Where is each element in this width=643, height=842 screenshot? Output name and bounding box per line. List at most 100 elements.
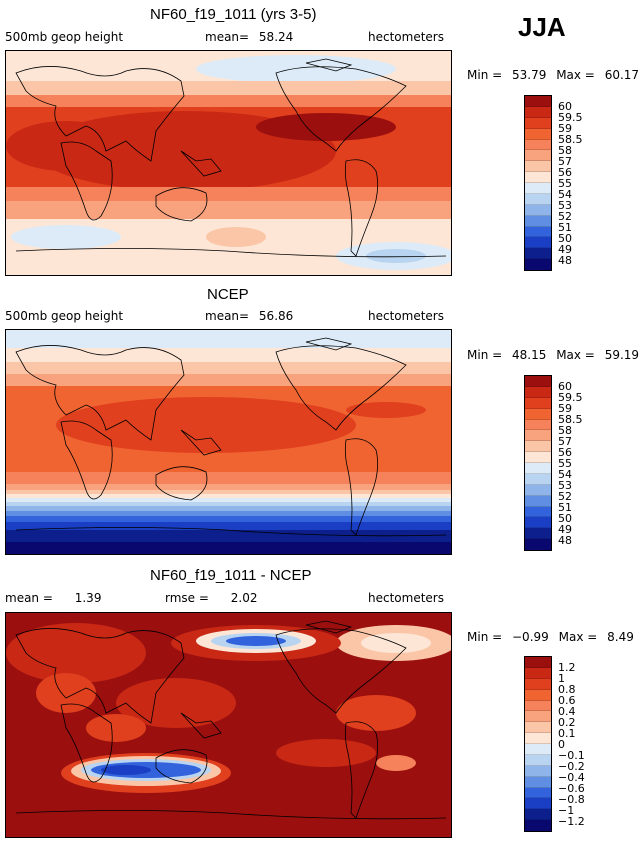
panel-2-contour-field	[6, 330, 451, 554]
colorbar-swatch	[525, 441, 551, 453]
colorbar-swatch	[525, 820, 551, 831]
colorbar-tick-label: 52	[558, 489, 572, 503]
panel-1-title: NF60_f19_1011 (yrs 3-5)	[150, 6, 317, 23]
colorbar-swatch	[525, 204, 551, 216]
colorbar-swatch	[525, 473, 551, 485]
colorbar-tick-label: 58.5	[558, 412, 583, 426]
colorbar-tick-label: 56	[558, 445, 572, 459]
colorbar-tick-label: 52	[558, 209, 572, 223]
panel-3-min-label: Min =	[467, 630, 503, 644]
panel-2-title: NCEP	[207, 286, 249, 303]
colorbar-swatch	[525, 96, 551, 107]
colorbar-swatch	[525, 484, 551, 496]
panel-1-min-value: 53.79	[512, 68, 547, 82]
colorbar-swatch	[525, 408, 551, 420]
panel-2-max-label: Max =	[556, 348, 595, 362]
season-label: JJA	[518, 12, 566, 42]
colorbar-swatch	[525, 657, 551, 668]
colorbar-tick-label: 0.2	[558, 715, 576, 729]
colorbar-swatch	[525, 517, 551, 529]
colorbar-tick-label: 48	[558, 253, 572, 267]
colorbar-tick-label: 49	[558, 522, 572, 536]
colorbar-tick-label: 54	[558, 467, 572, 481]
colorbar-tick-label: 55	[558, 176, 572, 190]
colorbar-tick-label: −0.6	[558, 781, 585, 795]
colorbar-swatch	[525, 452, 551, 463]
panel-3-max-label: Max =	[558, 630, 598, 644]
panel-2-mean-value: 56.86	[258, 309, 294, 323]
colorbar-tick-label: 0.1	[558, 726, 576, 740]
panel-2-min-label: Min =	[467, 348, 503, 362]
colorbar-swatch	[525, 419, 551, 431]
colorbar-tick-label: 50	[558, 511, 572, 525]
colorbar-swatch	[525, 150, 551, 162]
colorbar-tick-label: 0.6	[558, 693, 576, 707]
colorbar-swatch	[525, 744, 551, 755]
colorbar-swatch	[525, 172, 551, 183]
panel-2-units: hectometers	[368, 309, 444, 323]
panel-1-units: hectometers	[368, 30, 444, 44]
colorbar-swatch	[525, 193, 551, 205]
colorbar-swatch	[525, 463, 551, 474]
colorbar-swatch	[525, 506, 551, 518]
colorbar-swatch	[525, 397, 551, 409]
colorbar-tick-label: −1.2	[558, 814, 585, 828]
colorbar-tick-label: 53	[558, 198, 572, 212]
colorbar-swatch	[525, 754, 551, 766]
panel-3-contour-field	[6, 613, 451, 837]
colorbar-swatch	[525, 798, 551, 810]
colorbar-swatch	[525, 259, 551, 270]
panel-2-map	[5, 329, 452, 555]
colorbar-tick-label: −1	[558, 803, 575, 817]
colorbar-tick-label: −0.2	[558, 759, 585, 773]
colorbar-tick-label: 60	[558, 379, 572, 393]
panel-1-map	[5, 50, 452, 276]
colorbar-tick-label: 0.4	[558, 704, 576, 718]
panel-3-map	[5, 612, 452, 838]
colorbar-tick-label: 51	[558, 220, 572, 234]
colorbar-swatch	[525, 667, 551, 679]
colorbar-tick-label: 53	[558, 478, 572, 492]
colorbar-tick-label: 48	[558, 533, 572, 547]
panel-1-coastlines	[15, 58, 447, 258]
panel-1-min-label: Min =	[467, 68, 503, 82]
panel-1-max-value: 60.17	[604, 68, 640, 82]
colorbar-swatch	[525, 711, 551, 723]
panel-1-colorbar	[524, 95, 552, 271]
panel-3-colorbar	[524, 656, 552, 832]
colorbar-swatch	[525, 776, 551, 788]
colorbar-tick-label: 60	[558, 99, 572, 113]
colorbar-tick-label: 0	[558, 737, 565, 751]
colorbar-tick-label: 57	[558, 434, 572, 448]
colorbar-swatch	[525, 386, 551, 398]
colorbar-tick-label: 59	[558, 401, 572, 415]
colorbar-swatch	[525, 226, 551, 238]
panel-2-coastlines	[15, 337, 447, 537]
colorbar-tick-label: 59.5	[558, 110, 583, 124]
colorbar-swatch	[525, 139, 551, 151]
colorbar-swatch	[525, 128, 551, 140]
panel-2-mean-label: mean=	[205, 309, 250, 323]
colorbar-swatch	[525, 678, 551, 690]
colorbar-swatch	[525, 183, 551, 194]
colorbar-tick-label: 59.5	[558, 390, 583, 404]
panel-1-contour-field	[6, 51, 451, 275]
colorbar-tick-label: 49	[558, 242, 572, 256]
panel-3-title: NF60_f19_1011 - NCEP	[150, 567, 312, 584]
panel-2-min-value: 48.15	[512, 348, 547, 362]
colorbar-swatch	[525, 787, 551, 799]
panel-3-mean-label: mean =	[5, 591, 53, 605]
panel-3-min-value: −0.99	[512, 630, 549, 644]
colorbar-tick-label: 58	[558, 143, 572, 157]
panel-3-coastlines	[15, 620, 447, 820]
colorbar-tick-label: 57	[558, 154, 572, 168]
colorbar-tick-label: 1.2	[558, 660, 576, 674]
colorbar-tick-label: 1	[558, 671, 565, 685]
colorbar-tick-label: 58	[558, 423, 572, 437]
colorbar-swatch	[525, 809, 551, 821]
colorbar-swatch	[525, 722, 551, 734]
colorbar-swatch	[525, 689, 551, 701]
colorbar-swatch	[525, 117, 551, 129]
colorbar-tick-label: 59	[558, 121, 572, 135]
panel-2-max-value: 59.19	[604, 348, 640, 362]
